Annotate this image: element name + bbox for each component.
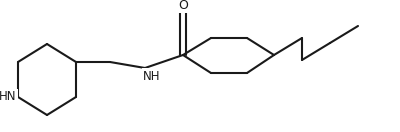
Text: NH: NH [143,70,161,82]
Text: O: O [178,0,188,12]
Text: HN: HN [0,91,17,103]
